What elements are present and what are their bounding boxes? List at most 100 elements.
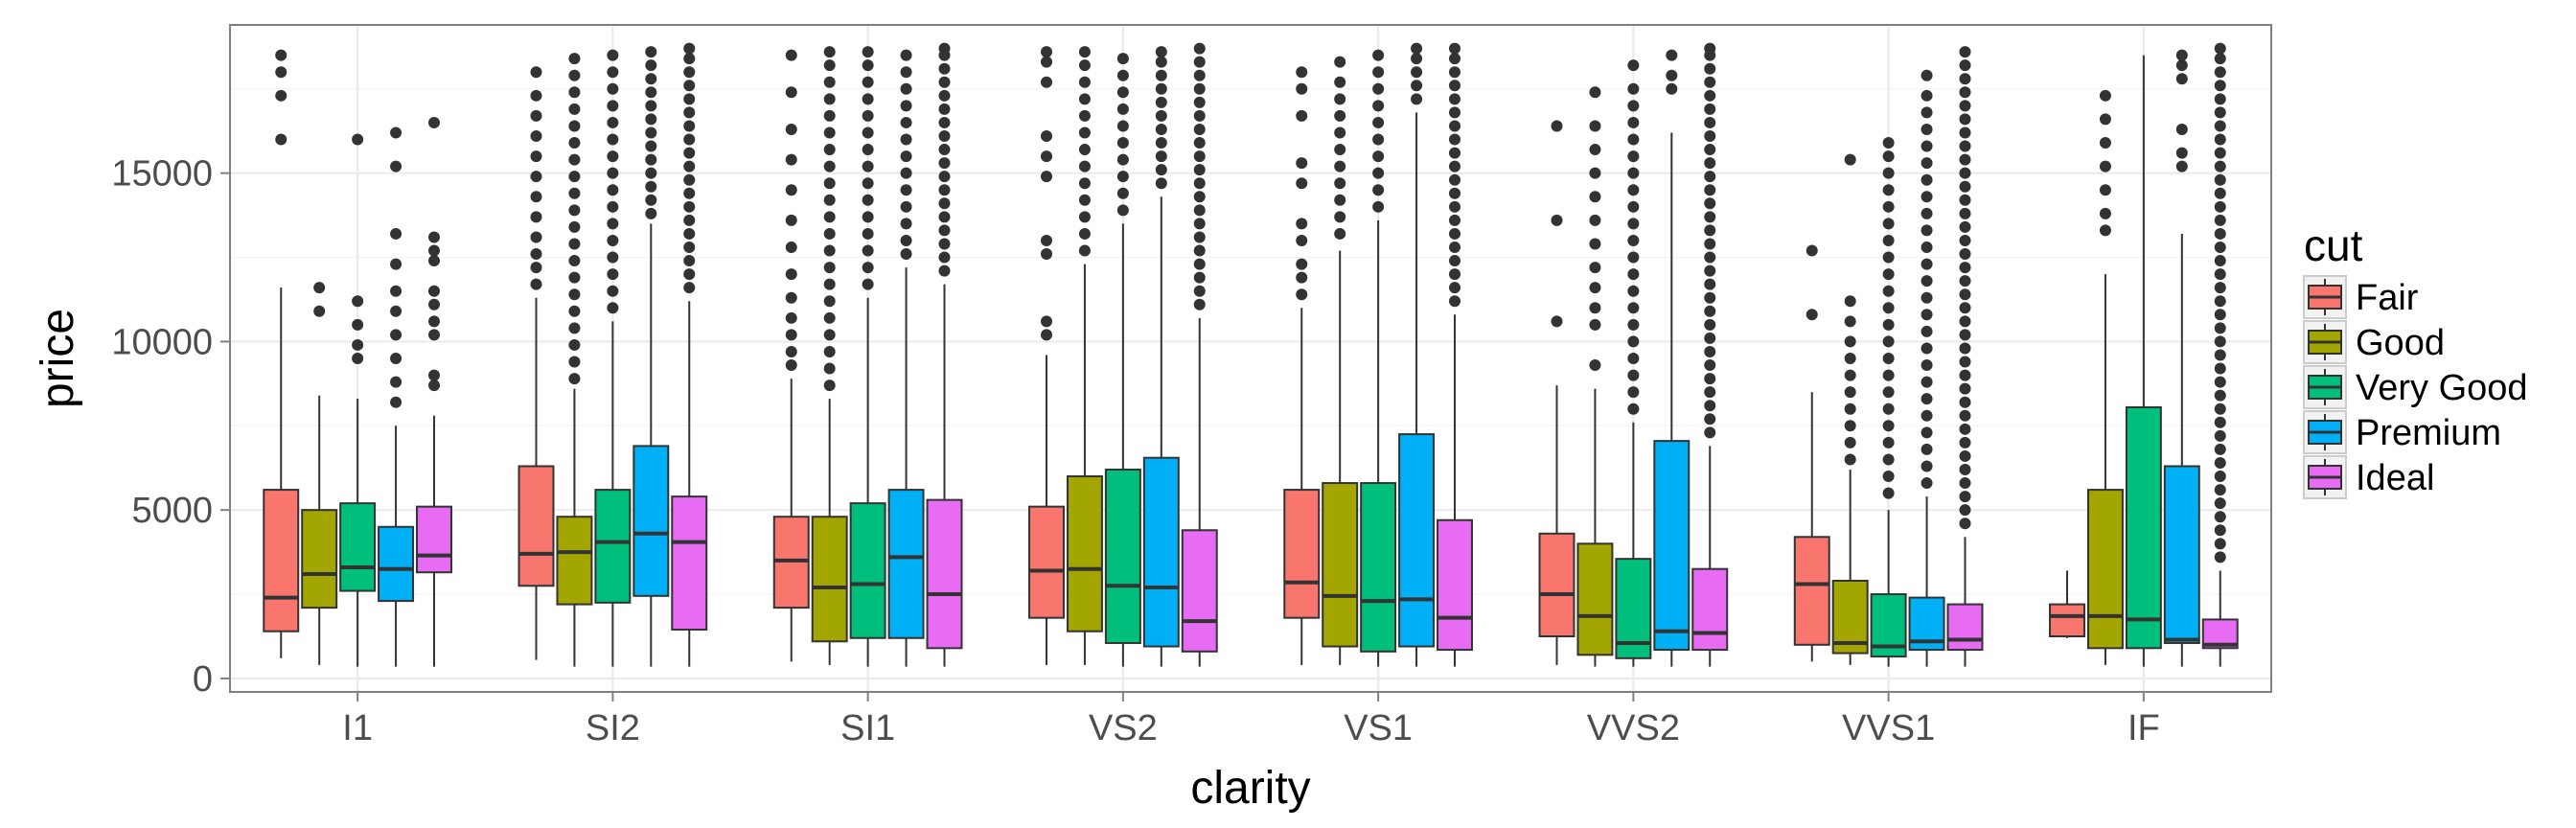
outlier-point xyxy=(1193,218,1206,230)
outlier-point xyxy=(1920,157,1933,170)
outlier-point xyxy=(823,109,836,122)
box-body xyxy=(1576,542,1614,656)
outlier-point xyxy=(275,133,288,146)
outlier-point xyxy=(1372,100,1385,112)
outlier-point xyxy=(1959,140,1971,152)
outlier-point xyxy=(352,353,364,364)
box-body xyxy=(378,525,415,603)
outlier-point xyxy=(568,305,581,317)
outlier-point xyxy=(1627,234,1640,246)
outlier-point xyxy=(1041,46,1052,58)
outlier-point xyxy=(1959,73,1971,85)
legend-label: Ideal xyxy=(2356,458,2434,498)
box-body xyxy=(1283,489,1321,619)
outlier-point xyxy=(1551,120,1563,132)
outlier-point xyxy=(2175,160,2188,172)
x-tick-label: VVS2 xyxy=(1587,708,1680,748)
outlier-point xyxy=(785,291,797,304)
outlier-point xyxy=(607,82,619,95)
outlier-point xyxy=(1334,56,1346,68)
box-body xyxy=(1104,469,1141,645)
box-SI1-ideal xyxy=(926,42,963,667)
outlier-point xyxy=(1920,342,1933,355)
outlier-point xyxy=(900,200,912,213)
outlier-point xyxy=(1334,194,1346,206)
outlier-point xyxy=(428,244,440,257)
outlier-point xyxy=(938,103,951,115)
outlier-point xyxy=(785,329,797,341)
outlier-point xyxy=(862,278,874,290)
outlier-point xyxy=(1627,285,1640,297)
outlier-point xyxy=(938,197,951,210)
x-tick-label: VVS1 xyxy=(1842,708,1935,748)
outlier-point xyxy=(823,262,836,274)
outlier-point xyxy=(1882,453,1895,466)
outlier-point xyxy=(275,66,288,79)
outlier-point xyxy=(1449,187,1460,199)
outlier-point xyxy=(1449,80,1460,92)
y-axis-title: price xyxy=(33,309,83,408)
outlier-point xyxy=(1959,234,1971,246)
box-SI2-ideal xyxy=(671,42,708,667)
box-body xyxy=(926,498,963,650)
outlier-point xyxy=(823,227,836,240)
outlier-point xyxy=(2214,160,2226,172)
outlier-point xyxy=(390,160,402,172)
outlier-point xyxy=(390,329,402,341)
outlier-point xyxy=(568,53,581,65)
outlier-point xyxy=(1666,49,1678,61)
outlier-point xyxy=(862,211,874,223)
outlier-point xyxy=(568,271,581,284)
outlier-point xyxy=(607,133,619,146)
outlier-point xyxy=(1155,82,1167,95)
outlier-point xyxy=(1844,369,1856,381)
outlier-point xyxy=(1296,288,1308,301)
box-body xyxy=(556,516,593,606)
outlier-point xyxy=(1666,82,1678,95)
outlier-point xyxy=(1959,302,1971,314)
outlier-point xyxy=(1193,231,1206,243)
outlier-point xyxy=(1844,153,1856,166)
box-body xyxy=(1360,482,1397,653)
box-SI1-good xyxy=(811,46,848,665)
outlier-point xyxy=(607,234,619,246)
outlier-point xyxy=(1959,423,1971,435)
outlier-point xyxy=(900,133,912,146)
outlier-point xyxy=(1704,238,1716,250)
y-tick-label: 15000 xyxy=(111,154,213,195)
outlier-point xyxy=(1449,255,1460,267)
outlier-point xyxy=(1882,436,1895,448)
outlier-point xyxy=(1844,295,1856,308)
outlier-point xyxy=(823,345,836,357)
outlier-point xyxy=(568,153,581,166)
outlier-point xyxy=(938,157,951,170)
box-SI1-fair xyxy=(772,49,810,662)
outlier-point xyxy=(1116,137,1129,150)
outlier-point xyxy=(2214,187,2226,199)
y-tick-label: 10000 xyxy=(111,322,213,362)
outlier-point xyxy=(607,150,619,163)
outlier-point xyxy=(1155,137,1167,150)
outlier-point xyxy=(1449,93,1460,105)
outlier-point xyxy=(823,76,836,88)
outlier-point xyxy=(428,116,440,128)
outlier-point xyxy=(1041,234,1052,246)
outlier-point xyxy=(1959,315,1971,328)
outlier-point xyxy=(645,86,657,99)
outlier-point xyxy=(683,147,696,159)
outlier-point xyxy=(2214,429,2226,442)
outlier-point xyxy=(1806,309,1818,321)
outlier-point xyxy=(1589,359,1601,372)
outlier-point xyxy=(1627,268,1640,281)
outlier-point xyxy=(1882,335,1895,348)
outlier-point xyxy=(607,251,619,264)
outlier-point xyxy=(1882,471,1895,483)
outlier-point xyxy=(1116,69,1129,81)
outlier-point xyxy=(1704,305,1716,317)
outlier-point xyxy=(2099,160,2111,172)
outlier-point xyxy=(313,282,326,294)
outlier-point xyxy=(568,255,581,267)
outlier-point xyxy=(2214,268,2226,281)
outlier-point xyxy=(1372,82,1385,95)
